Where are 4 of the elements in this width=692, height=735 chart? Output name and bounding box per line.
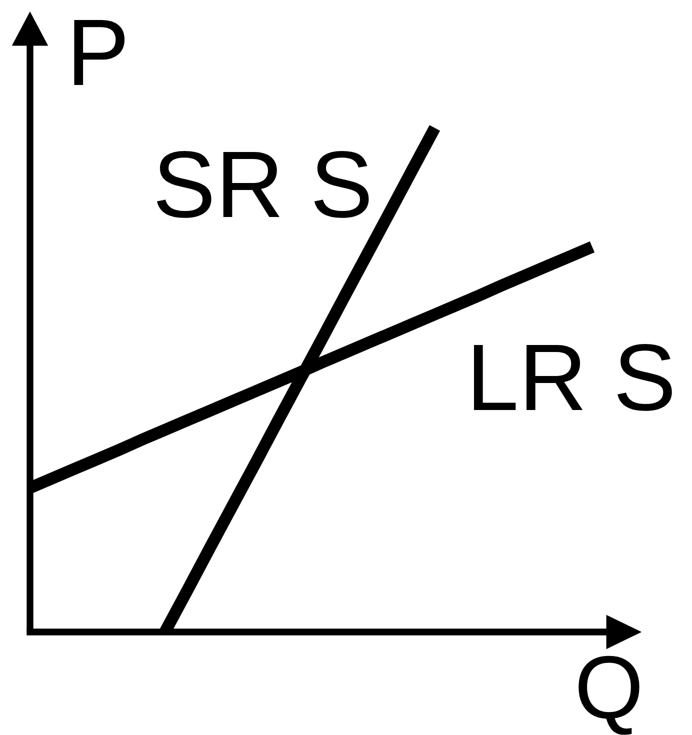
y-axis-title: P (74, 20, 125, 85)
series-label: SR S (156, 151, 369, 218)
x-axis-title: Q (578, 656, 640, 735)
series-label: LR S (474, 344, 672, 411)
